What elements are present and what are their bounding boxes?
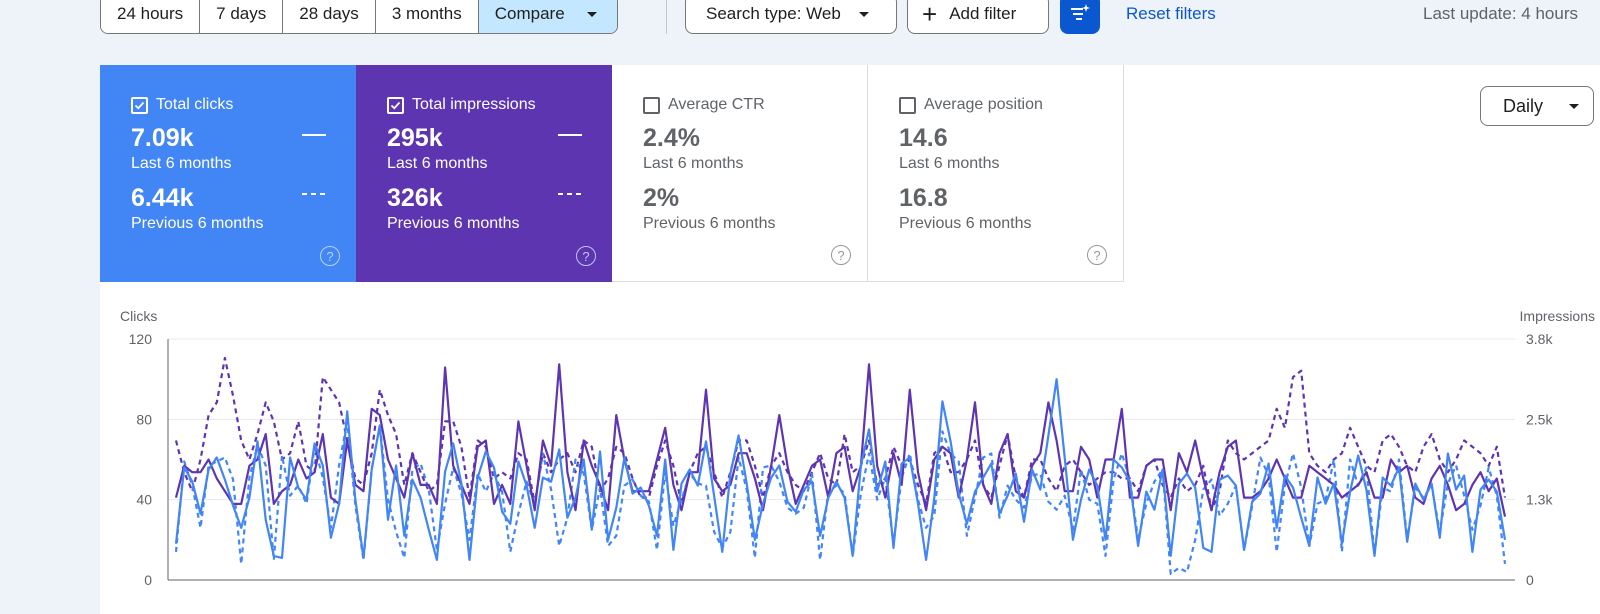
range-28-days-button[interactable]: 28 days xyxy=(283,0,376,33)
total-impressions-card[interactable]: Total impressions 295k Last 6 months 326… xyxy=(356,65,612,282)
chevron-down-icon xyxy=(1569,103,1580,109)
metric-cards: Total clicks 7.09k Last 6 months 6.44k P… xyxy=(100,65,1124,282)
impressions-current-series-line xyxy=(174,363,1507,517)
checkbox-unchecked-icon[interactable] xyxy=(643,96,660,114)
solid-line-legend-icon xyxy=(302,134,326,136)
card-period: Last 6 months xyxy=(643,155,744,172)
card-period: Last 6 months xyxy=(131,155,232,172)
plus-icon: + xyxy=(922,0,938,29)
right-tick-label: 0 xyxy=(1526,572,1534,588)
range-24-hours-button[interactable]: 24 hours xyxy=(101,0,201,33)
toolbar-divider xyxy=(666,0,667,34)
compare-label: Compare xyxy=(494,4,565,23)
card-prev-value: 326k xyxy=(387,184,443,212)
help-icon[interactable]: ? xyxy=(831,245,851,265)
checkbox-checked-icon[interactable] xyxy=(387,96,404,114)
left-tick-label: 40 xyxy=(136,492,152,508)
date-range-selector: 24 hours 7 days 28 days 3 months Compare xyxy=(100,0,618,34)
card-label: Total impressions xyxy=(412,96,536,113)
granularity-label: Daily xyxy=(1503,95,1544,116)
performance-chart: Clicks Impressions 0 0 40 1.3k 80 2.5k 120 3.8k xyxy=(120,308,1595,588)
left-axis-label: Clicks xyxy=(120,308,157,324)
card-prev-period: Previous 6 months xyxy=(643,215,776,232)
help-icon[interactable]: ? xyxy=(576,246,596,266)
average-ctr-card[interactable]: Average CTR 2.4% Last 6 months 2% Previo… xyxy=(612,65,868,282)
card-period: Last 6 months xyxy=(899,155,1000,172)
help-icon[interactable]: ? xyxy=(1087,245,1107,265)
card-prev-period: Previous 6 months xyxy=(131,215,264,232)
card-prev-value: 16.8 xyxy=(899,184,948,212)
add-filter-button[interactable]: + Add filter xyxy=(907,0,1049,34)
checkbox-checked-icon[interactable] xyxy=(131,96,148,114)
card-value: 14.6 xyxy=(899,124,948,152)
range-7-days-button[interactable]: 7 days xyxy=(200,0,284,33)
card-label: Average CTR xyxy=(668,96,765,113)
range-3-months-button[interactable]: 3 months xyxy=(375,0,479,33)
dashed-line-legend-icon xyxy=(302,193,326,195)
filter-sparkle-icon xyxy=(1071,4,1090,20)
card-value: 2.4% xyxy=(643,124,700,152)
right-tick-label: 2.5k xyxy=(1526,411,1553,427)
search-type-label: Search type: Web xyxy=(706,4,841,23)
card-period: Last 6 months xyxy=(387,155,488,172)
chevron-down-icon xyxy=(586,11,597,17)
right-axis-label: Impressions xyxy=(1520,308,1595,324)
card-prev-period: Previous 6 months xyxy=(387,215,520,232)
left-tick-label: 0 xyxy=(144,572,152,588)
total-clicks-card[interactable]: Total clicks 7.09k Last 6 months 6.44k P… xyxy=(100,65,356,282)
impressions-previous-series-line xyxy=(174,356,1507,512)
solid-line-legend-icon xyxy=(558,134,582,136)
card-label: Total clicks xyxy=(156,96,234,113)
search-type-dropdown[interactable]: Search type: Web xyxy=(685,0,897,34)
help-icon[interactable]: ? xyxy=(320,246,340,266)
card-value: 7.09k xyxy=(131,124,194,152)
compare-button[interactable]: Compare xyxy=(478,0,617,33)
average-position-card[interactable]: Average position 14.6 Last 6 months 16.8… xyxy=(868,65,1124,282)
card-prev-value: 2% xyxy=(643,184,680,212)
performance-panel: Total clicks 7.09k Last 6 months 6.44k P… xyxy=(100,65,1600,614)
checkbox-unchecked-icon[interactable] xyxy=(899,96,916,114)
card-value: 295k xyxy=(387,124,443,152)
right-tick-label: 3.8k xyxy=(1526,331,1553,347)
chevron-down-icon xyxy=(858,11,869,17)
reset-filters-link[interactable]: Reset filters xyxy=(1126,4,1216,23)
filter-sparkle-button[interactable] xyxy=(1060,0,1100,34)
left-tick-label: 120 xyxy=(129,331,153,347)
card-label: Average position xyxy=(924,96,1043,113)
granularity-dropdown[interactable]: Daily xyxy=(1480,86,1594,126)
last-update-text: Last update: 4 hours xyxy=(1423,4,1579,23)
add-filter-label: Add filter xyxy=(949,4,1017,23)
card-prev-period: Previous 6 months xyxy=(899,215,1032,232)
card-prev-value: 6.44k xyxy=(131,184,194,212)
clicks-current-series-line xyxy=(174,378,1507,561)
dashed-line-legend-icon xyxy=(558,193,582,195)
right-tick-label: 1.3k xyxy=(1526,492,1553,508)
left-tick-label: 80 xyxy=(136,411,152,427)
